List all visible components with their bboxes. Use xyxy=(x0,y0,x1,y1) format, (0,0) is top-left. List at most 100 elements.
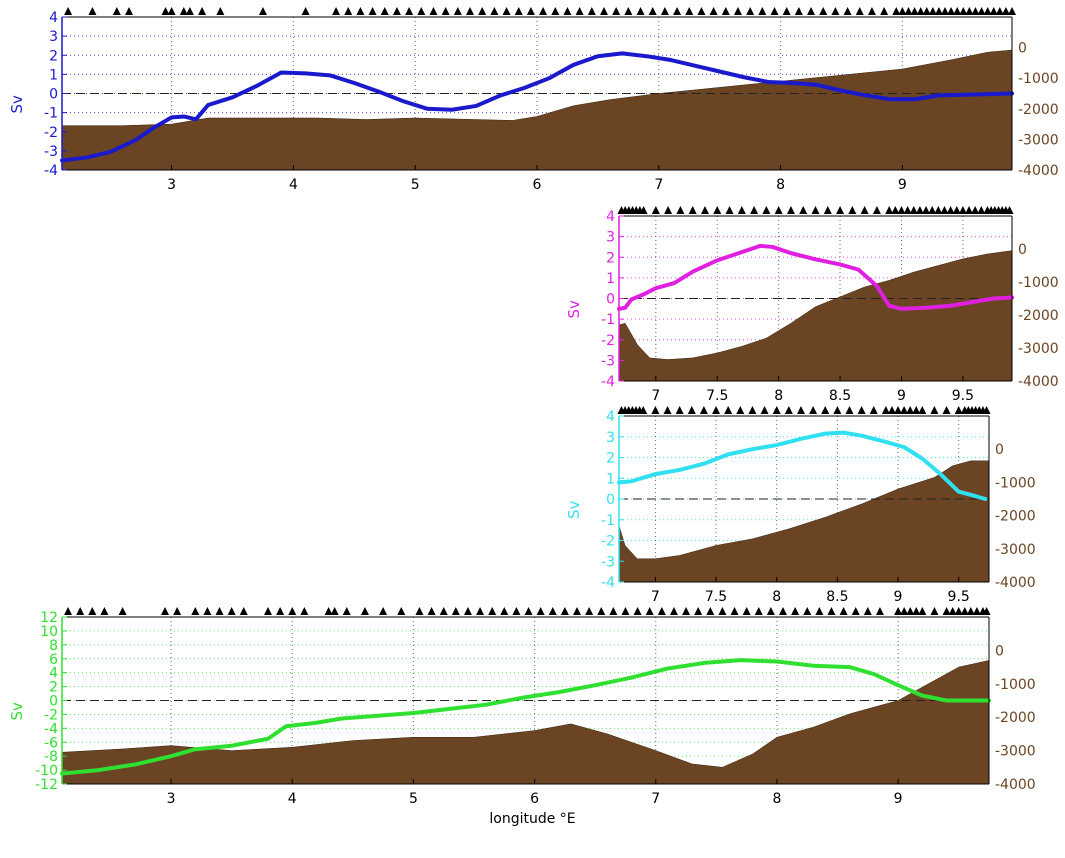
bathymetry-area xyxy=(61,660,990,785)
station-marker xyxy=(645,607,654,615)
x-tick-label: 5 xyxy=(411,177,420,193)
station-marker xyxy=(179,7,188,15)
station-marker xyxy=(624,7,633,15)
station-marker xyxy=(694,607,703,615)
x-tick-label: 8.5 xyxy=(829,388,851,404)
station-marker xyxy=(439,607,448,615)
y-tick-label: -4 xyxy=(601,575,615,591)
station-marker xyxy=(869,406,878,414)
depth-tick-label: 0 xyxy=(1018,41,1027,57)
y-tick-label: 12 xyxy=(40,610,58,626)
station-marker xyxy=(560,607,569,615)
station-marker xyxy=(982,406,991,414)
station-marker xyxy=(934,7,943,15)
panel-4: -12-10-8-6-4-20246810120-1000-2000-3000-… xyxy=(8,607,1036,807)
station-marker xyxy=(524,607,533,615)
station-marker xyxy=(429,7,438,15)
station-marker xyxy=(417,7,426,15)
transport-line xyxy=(60,658,991,776)
y-tick-label: -2 xyxy=(44,125,58,141)
station-marker xyxy=(885,206,894,214)
x-tick-label: 7.5 xyxy=(706,388,728,404)
station-marker xyxy=(887,406,896,414)
x-tick-label: 8.5 xyxy=(826,589,848,605)
y-tick-label: 1 xyxy=(49,67,58,83)
station-marker xyxy=(972,607,981,615)
y-tick-label: 1 xyxy=(606,471,615,487)
x-tick-label: 5 xyxy=(409,791,418,807)
station-marker xyxy=(794,7,803,15)
station-marker xyxy=(946,206,955,214)
station-marker xyxy=(685,7,694,15)
station-marker xyxy=(660,7,669,15)
station-marker xyxy=(918,406,927,414)
station-marker xyxy=(725,206,734,214)
station-marker xyxy=(730,607,739,615)
station-marker xyxy=(609,607,618,615)
station-marker xyxy=(770,7,779,15)
station-marker xyxy=(697,7,706,15)
station-marker xyxy=(779,607,787,615)
station-marker xyxy=(942,406,951,414)
transport-line xyxy=(60,51,1014,163)
station-marker xyxy=(733,7,742,15)
depth-tick-label: -3000 xyxy=(995,744,1036,760)
station-marker xyxy=(952,206,961,214)
station-marker xyxy=(766,607,775,615)
station-marker xyxy=(718,607,727,615)
station-marker xyxy=(910,7,919,15)
station-marker xyxy=(500,607,509,615)
station-marker xyxy=(928,206,937,214)
depth-tick-label: -3000 xyxy=(995,542,1036,558)
y-tick-label: -4 xyxy=(44,163,58,179)
depth-tick-label: -1000 xyxy=(1018,275,1059,291)
station-marker xyxy=(466,7,475,15)
station-marker xyxy=(948,607,957,615)
station-marker xyxy=(161,607,169,615)
station-marker xyxy=(965,206,974,214)
x-axis-label: longitude °E xyxy=(489,811,576,827)
station-marker xyxy=(539,7,548,15)
station-marker xyxy=(904,7,913,15)
panel-1: -4 -3 -2 -1 0 1 2 3 4 0 -1000 -2000 -3000 -4000 3 4 5 6 7 8… xyxy=(8,7,1059,193)
station-marker xyxy=(379,607,388,615)
station-marker xyxy=(786,206,795,214)
station-marker xyxy=(587,7,596,15)
station-marker xyxy=(526,7,535,15)
station-marker xyxy=(736,406,745,414)
station-marker xyxy=(848,206,857,214)
station-marker xyxy=(64,7,73,15)
x-tick-label: 8 xyxy=(776,177,785,193)
station-marker xyxy=(860,206,869,214)
station-marker xyxy=(791,607,800,615)
y-tick-label: 4 xyxy=(49,666,58,682)
station-marker xyxy=(845,406,854,414)
station-marker xyxy=(772,406,781,414)
station-marker xyxy=(405,7,414,15)
station-marker xyxy=(737,206,746,214)
bathymetry-area xyxy=(61,49,1013,171)
y-tick-label: 0 xyxy=(606,292,615,308)
station-marker xyxy=(960,607,969,615)
station-marker xyxy=(971,7,980,15)
depth-tick-label: -2000 xyxy=(995,509,1036,525)
y-tick-label: 3 xyxy=(49,29,58,45)
x-tick-label: 7 xyxy=(651,589,660,605)
station-marker xyxy=(288,607,297,615)
station-marker xyxy=(918,607,927,615)
station-marker xyxy=(239,607,248,615)
y-tick-label: 1 xyxy=(606,271,615,287)
station-marker xyxy=(64,607,73,615)
station-marker xyxy=(881,406,890,414)
station-marker xyxy=(688,206,697,214)
station-marker xyxy=(427,607,436,615)
station-marker xyxy=(342,607,351,615)
station-marker xyxy=(657,607,666,615)
station-marker xyxy=(639,206,648,214)
depth-tick-label: -1000 xyxy=(995,475,1036,491)
station-marker xyxy=(167,7,176,15)
station-marker xyxy=(916,7,925,15)
y-tick-label: -1 xyxy=(44,106,58,122)
y-tick-label: 2 xyxy=(606,250,615,266)
